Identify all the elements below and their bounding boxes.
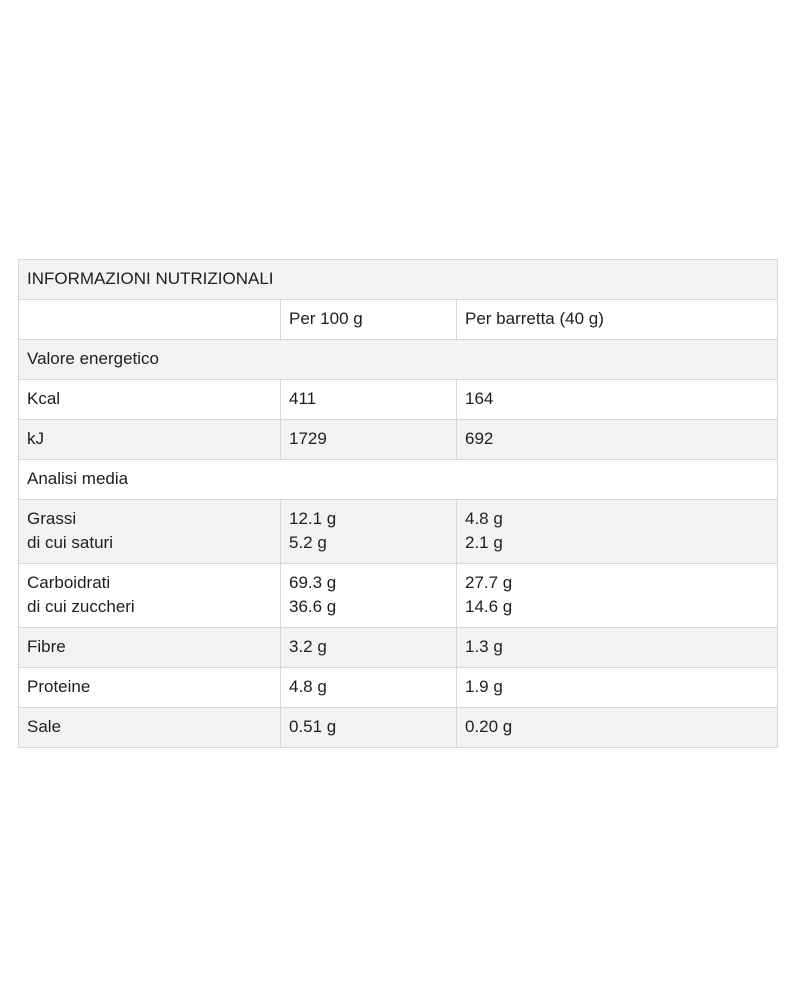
nutrient-value: 1729 — [289, 429, 327, 448]
header-cell: Per barretta (40 g) — [456, 299, 778, 340]
nutrient-name: di cui zuccheri — [27, 597, 135, 616]
nutrient-value: 1.9 g — [465, 677, 503, 696]
nutrient-value: 2.1 g — [465, 533, 503, 552]
header-cell — [18, 299, 281, 340]
value-cell: 1.9 g — [456, 667, 778, 708]
data-row: Proteine 4.8 g 1.9 g — [18, 667, 778, 708]
section-row: Analisi media — [18, 459, 778, 500]
value-cell: 4.8 g — [280, 667, 457, 708]
nutrient-name: Carboidrati — [27, 573, 111, 592]
nutrient-value: 164 — [465, 389, 494, 408]
section-row: Valore energetico — [18, 339, 778, 380]
nutrient-cell: Carboidrati di cui zuccheri — [18, 563, 281, 628]
nutrient-value: 27.7 g — [465, 573, 513, 592]
nutrient-value: 36.6 g — [289, 597, 337, 616]
nutrient-value: 12.1 g — [289, 509, 337, 528]
nutrient-value: 4.8 g — [465, 509, 503, 528]
header-cell: Per 100 g — [280, 299, 457, 340]
nutrient-value: 411 — [289, 389, 317, 408]
nutrient-name: Proteine — [27, 677, 91, 696]
value-cell: 0.51 g — [280, 707, 457, 748]
data-row: Carboidrati di cui zuccheri 69.3 g 36.6 g 27… — [18, 563, 778, 628]
nutrient-cell: kJ — [18, 419, 281, 460]
nutrient-value: 14.6 g — [465, 597, 513, 616]
value-cell: 164 — [456, 379, 778, 420]
value-cell: 3.2 g — [280, 627, 457, 668]
nutrient-name: Grassi — [27, 509, 77, 528]
section-label: Valore energetico — [18, 339, 778, 380]
nutrient-value: 69.3 g — [289, 573, 337, 592]
value-cell: 411 — [280, 379, 457, 420]
nutrient-name: Fibre — [27, 637, 66, 656]
nutrient-cell: Kcal — [18, 379, 281, 420]
nutrient-value: 692 — [465, 429, 494, 448]
nutrient-cell: Grassi di cui saturi — [18, 499, 281, 564]
nutrient-value: 0.20 g — [465, 717, 513, 736]
data-row: Grassi di cui saturi 12.1 g 5.2 g 4.8 g 2.1 g — [18, 499, 778, 564]
data-row: Sale 0.51 g 0.20 g — [18, 707, 778, 748]
value-cell: 27.7 g 14.6 g — [456, 563, 778, 628]
nutrient-cell: Fibre — [18, 627, 281, 668]
nutrient-value: 5.2 g — [289, 533, 327, 552]
data-row: Kcal 411 164 — [18, 379, 778, 420]
nutrient-name: di cui saturi — [27, 533, 113, 552]
nutrient-name: Kcal — [27, 389, 61, 408]
value-cell: 4.8 g 2.1 g — [456, 499, 778, 564]
table-body: INFORMAZIONI NUTRIZIONALI Per 100 g Per b… — [18, 259, 778, 748]
nutrition-table: INFORMAZIONI NUTRIZIONALI Per 100 g Per b… — [18, 259, 778, 748]
table-title: INFORMAZIONI NUTRIZIONALI — [18, 259, 778, 300]
nutrient-cell: Proteine — [18, 667, 281, 708]
value-cell: 0.20 g — [456, 707, 778, 748]
nutrient-value: 0.51 g — [289, 717, 337, 736]
value-cell: 69.3 g 36.6 g — [280, 563, 457, 628]
data-row: Fibre 3.2 g 1.3 g — [18, 627, 778, 668]
value-cell: 1729 — [280, 419, 457, 460]
header-row: Per 100 g Per barretta (40 g) — [18, 299, 778, 340]
nutrient-name: Sale — [27, 717, 62, 736]
nutrient-value: 1.3 g — [465, 637, 503, 656]
nutrient-value: 4.8 g — [289, 677, 327, 696]
data-row: kJ 1729 692 — [18, 419, 778, 460]
value-cell: 692 — [456, 419, 778, 460]
section-label: Analisi media — [18, 459, 778, 500]
nutrient-cell: Sale — [18, 707, 281, 748]
value-cell: 12.1 g 5.2 g — [280, 499, 457, 564]
title-row: INFORMAZIONI NUTRIZIONALI — [18, 259, 778, 300]
value-cell: 1.3 g — [456, 627, 778, 668]
nutrient-name: kJ — [27, 429, 44, 448]
nutrient-value: 3.2 g — [289, 637, 327, 656]
